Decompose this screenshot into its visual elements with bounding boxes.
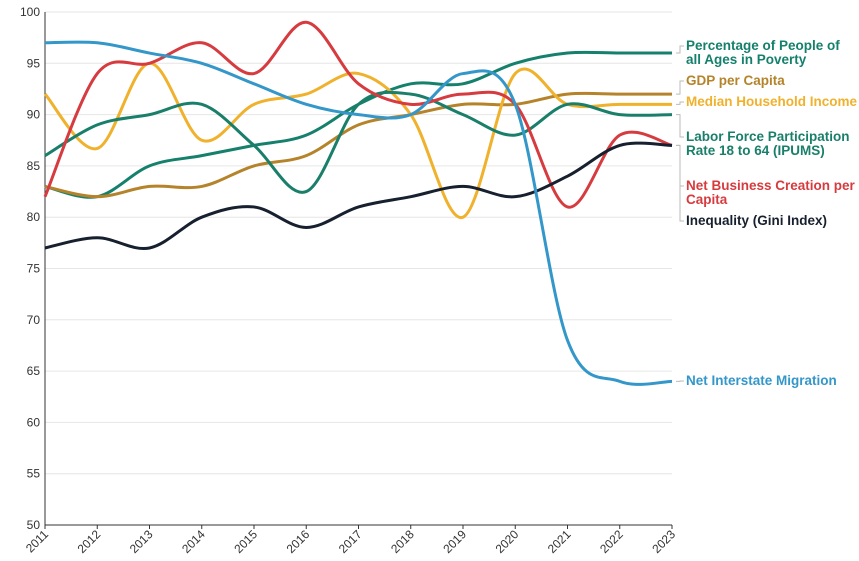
x-tick-label: 2018 bbox=[388, 527, 417, 556]
legend-label: GDP per Capita bbox=[686, 73, 785, 88]
x-tick-label: 2021 bbox=[545, 527, 574, 556]
x-tick-label: 2012 bbox=[75, 527, 104, 556]
y-tick-label: 85 bbox=[27, 159, 41, 173]
y-tick-label: 90 bbox=[27, 108, 41, 122]
legend-label: Net Interstate Migration bbox=[686, 373, 837, 388]
x-tick-label: 2015 bbox=[231, 527, 260, 556]
y-tick-label: 65 bbox=[27, 364, 41, 378]
x-tick-label: 2014 bbox=[179, 527, 208, 556]
x-tick-label: 2013 bbox=[127, 527, 156, 556]
x-tick-label: 2020 bbox=[493, 527, 522, 556]
legend-label: Net Business Creation per Capita bbox=[686, 178, 855, 207]
y-tick-label: 70 bbox=[27, 313, 41, 327]
legend-label: Median Household Income bbox=[686, 94, 858, 109]
series-line bbox=[43, 61, 672, 219]
label-connector bbox=[676, 101, 684, 105]
series-line bbox=[44, 91, 672, 199]
y-tick-label: 60 bbox=[27, 415, 41, 429]
series-line bbox=[44, 40, 673, 386]
y-tick-label: 80 bbox=[27, 210, 41, 224]
legend-label: Percentage of People of all Ages in Pove… bbox=[686, 38, 840, 67]
x-tick-label: 2017 bbox=[336, 527, 365, 556]
legend-label: Inequality (Gini Index) bbox=[686, 213, 828, 228]
series-line bbox=[43, 20, 673, 209]
label-connector bbox=[676, 45, 684, 54]
x-tick-label: 2019 bbox=[440, 527, 469, 556]
label-connector bbox=[676, 144, 684, 222]
y-tick-label: 75 bbox=[27, 262, 41, 276]
y-tick-label: 95 bbox=[27, 56, 41, 70]
y-tick-label: 50 bbox=[27, 518, 41, 532]
y-tick-label: 100 bbox=[20, 5, 40, 19]
legend-label: Labor Force Participation Rate 18 to 64 … bbox=[686, 129, 850, 158]
series-line bbox=[44, 141, 673, 251]
x-tick-label: 2022 bbox=[597, 527, 626, 556]
x-tick-label: 2023 bbox=[649, 527, 678, 556]
label-connector bbox=[676, 114, 684, 138]
x-tick-label: 2016 bbox=[284, 527, 313, 556]
label-connector bbox=[676, 80, 684, 95]
y-tick-label: 55 bbox=[27, 467, 41, 481]
